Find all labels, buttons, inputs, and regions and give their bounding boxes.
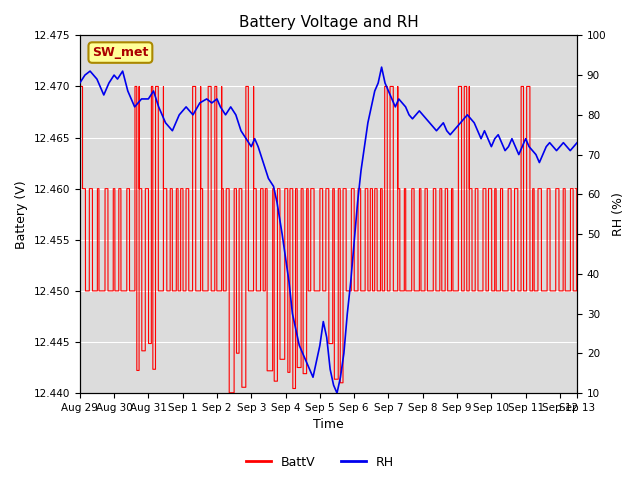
Y-axis label: RH (%): RH (%) — [612, 192, 625, 236]
Title: Battery Voltage and RH: Battery Voltage and RH — [239, 15, 419, 30]
Legend: BattV, RH: BattV, RH — [241, 451, 399, 474]
Y-axis label: Battery (V): Battery (V) — [15, 180, 28, 249]
Text: SW_met: SW_met — [92, 46, 148, 59]
X-axis label: Time: Time — [313, 419, 344, 432]
